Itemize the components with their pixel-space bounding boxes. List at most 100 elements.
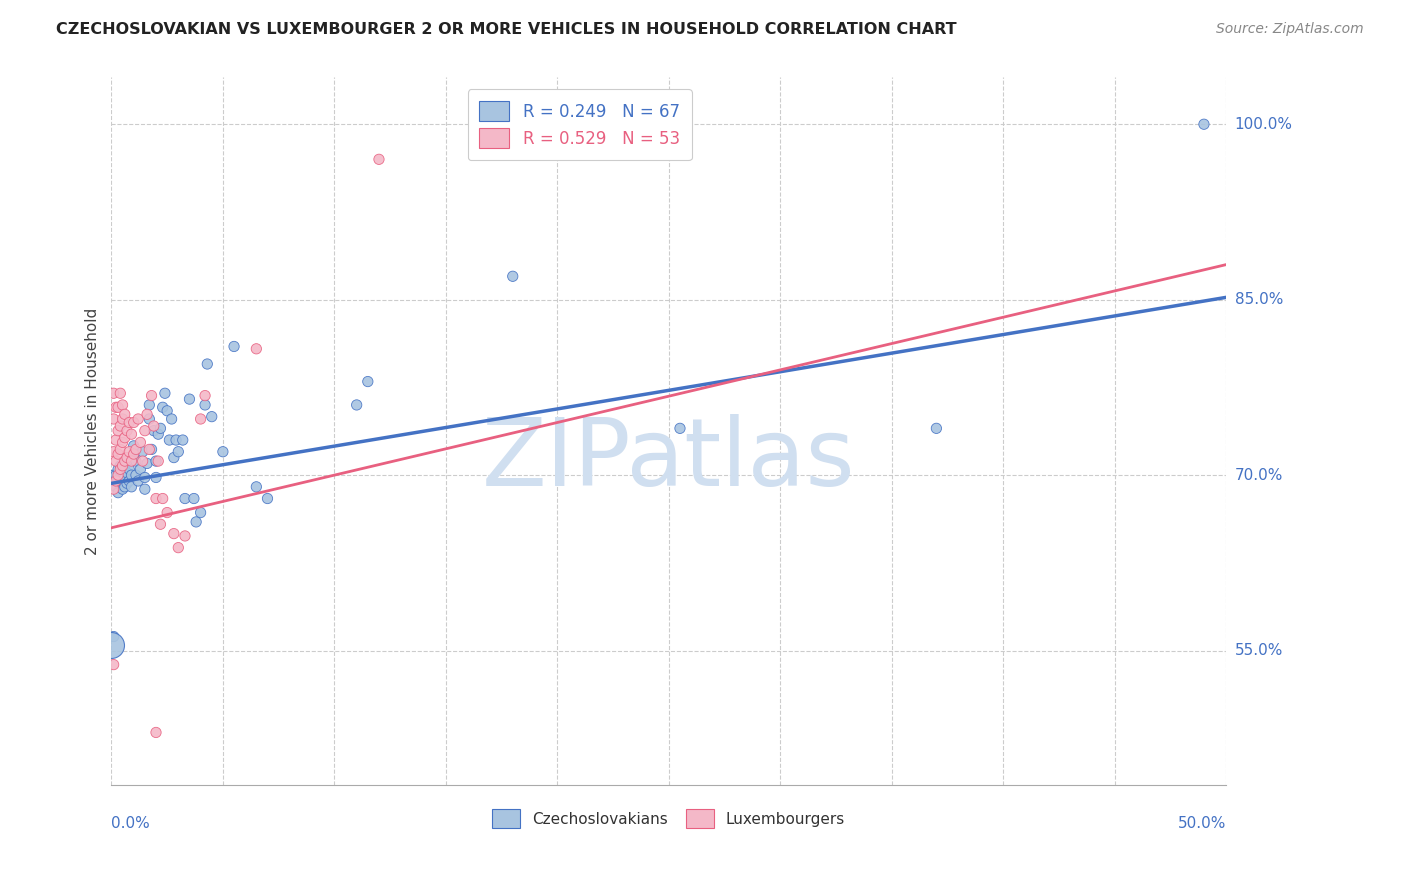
Point xyxy=(194,388,217,402)
Point xyxy=(115,466,138,480)
Point xyxy=(1192,117,1215,131)
Point xyxy=(114,480,136,494)
Text: 70.0%: 70.0% xyxy=(1234,467,1282,483)
Point xyxy=(121,468,143,483)
Point xyxy=(110,470,132,484)
Point xyxy=(142,424,165,438)
Point xyxy=(222,339,245,353)
Point xyxy=(245,342,267,356)
Point xyxy=(118,444,141,458)
Point xyxy=(104,474,127,488)
Point xyxy=(103,474,125,488)
Text: ZIPatlas: ZIPatlas xyxy=(482,414,856,506)
Point xyxy=(129,462,152,476)
Point xyxy=(165,433,187,447)
Point xyxy=(115,454,138,468)
Y-axis label: 2 or more Vehicles in Household: 2 or more Vehicles in Household xyxy=(86,308,100,555)
Point xyxy=(110,462,132,476)
Point xyxy=(163,450,186,465)
Point xyxy=(111,435,134,450)
Point xyxy=(121,480,143,494)
Point xyxy=(156,404,179,418)
Point xyxy=(167,444,190,458)
Point xyxy=(114,470,136,484)
Point xyxy=(157,433,180,447)
Point xyxy=(212,444,235,458)
Point xyxy=(104,454,127,468)
Point xyxy=(111,482,134,496)
Point xyxy=(121,427,143,442)
Point xyxy=(111,474,134,488)
Point xyxy=(104,468,127,483)
Point xyxy=(167,541,190,555)
Point xyxy=(138,398,160,412)
Point xyxy=(121,454,143,468)
Point xyxy=(115,450,138,465)
Point xyxy=(110,419,132,434)
Point xyxy=(346,398,368,412)
Point xyxy=(104,480,127,494)
Point xyxy=(103,468,125,483)
Point xyxy=(134,470,156,484)
Point xyxy=(195,357,218,371)
Text: 100.0%: 100.0% xyxy=(1234,117,1292,132)
Point xyxy=(107,447,129,461)
Point xyxy=(125,468,148,483)
Text: 85.0%: 85.0% xyxy=(1234,293,1282,307)
Point xyxy=(127,412,149,426)
Point xyxy=(152,491,174,506)
Legend: Czechoslovakians, Luxembourgers: Czechoslovakians, Luxembourgers xyxy=(486,803,851,834)
Point xyxy=(156,506,179,520)
Point xyxy=(103,444,125,458)
Point xyxy=(103,482,125,496)
Point xyxy=(115,424,138,438)
Point xyxy=(148,427,170,442)
Point xyxy=(145,470,167,484)
Point xyxy=(201,409,224,424)
Point xyxy=(110,458,132,473)
Point xyxy=(160,412,183,426)
Point xyxy=(669,421,692,435)
Text: 0.0%: 0.0% xyxy=(111,815,150,830)
Point xyxy=(134,482,156,496)
Point xyxy=(138,442,160,457)
Point xyxy=(152,401,174,415)
Point xyxy=(125,454,148,468)
Point xyxy=(103,386,125,401)
Point xyxy=(131,444,153,458)
Point xyxy=(122,447,145,461)
Point xyxy=(122,450,145,465)
Point xyxy=(115,476,138,491)
Point xyxy=(107,424,129,438)
Point xyxy=(256,491,278,506)
Point xyxy=(111,466,134,480)
Point xyxy=(149,421,172,435)
Point xyxy=(114,454,136,468)
Point xyxy=(103,657,125,672)
Point xyxy=(103,412,125,426)
Point xyxy=(110,442,132,457)
Point xyxy=(122,416,145,430)
Point xyxy=(110,477,132,491)
Point xyxy=(111,458,134,473)
Point xyxy=(136,457,159,471)
Point xyxy=(114,431,136,445)
Point xyxy=(174,491,197,506)
Point xyxy=(190,506,212,520)
Point xyxy=(145,725,167,739)
Point xyxy=(174,529,197,543)
Point xyxy=(114,458,136,473)
Point xyxy=(190,412,212,426)
Point xyxy=(103,630,125,644)
Point xyxy=(111,412,134,426)
Point xyxy=(148,454,170,468)
Point xyxy=(107,474,129,488)
Point xyxy=(104,433,127,447)
Point xyxy=(136,407,159,421)
Point xyxy=(163,526,186,541)
Point xyxy=(186,515,208,529)
Point xyxy=(145,454,167,468)
Point xyxy=(107,485,129,500)
Point xyxy=(925,421,948,435)
Point xyxy=(118,462,141,476)
